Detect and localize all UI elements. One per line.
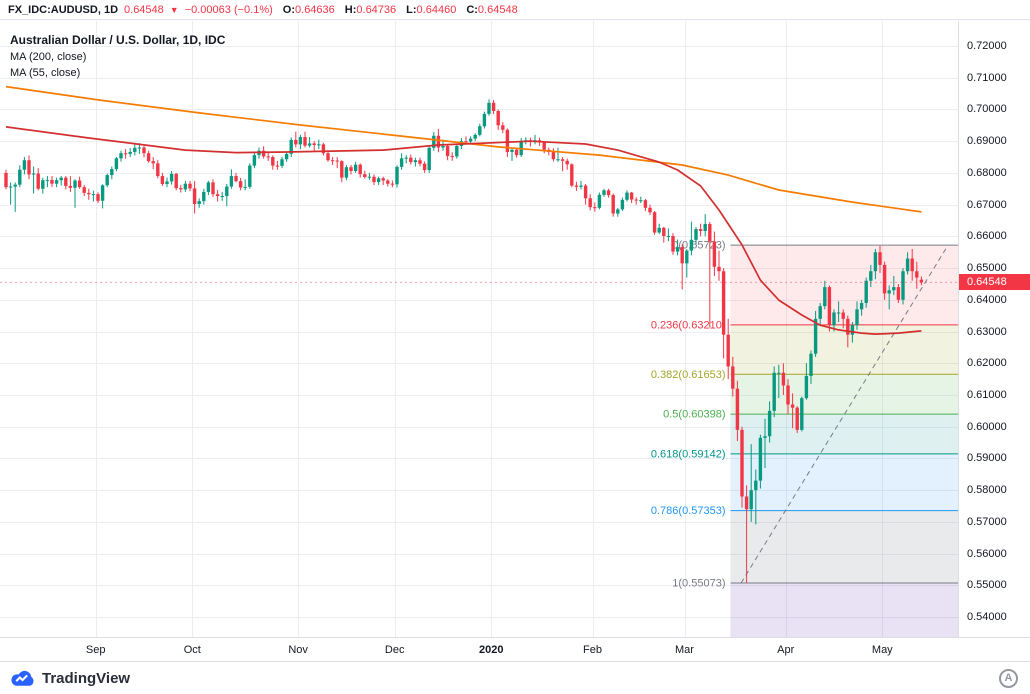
fib-level-label: 0.5(0.60398) [663, 409, 725, 421]
fib-level-label: 0.618(0.59142) [651, 448, 726, 460]
time-tick-label: Apr [777, 644, 795, 656]
fib-retracement-drawing[interactable]: 0(0.65723) 0.236(0.63210) 0.382(0.61653) 0.… [651, 240, 958, 637]
chart-header: FX_IDC:AUDUSD, 1D 0.64548 ▼ −0.00063 (−0… [0, 0, 1030, 20]
fib-level-label: 1(0.55073) [672, 578, 725, 590]
open-value: 0.64636 [295, 3, 335, 16]
fib-level-label: 0.786(0.57353) [651, 505, 726, 517]
price-tick-label: 0.66000 [967, 230, 1007, 243]
last-price: 0.64548 [124, 3, 164, 16]
tradingview-logo-text: TradingView [42, 669, 131, 687]
low-value: 0.64460 [416, 3, 457, 16]
price-tick-label: 0.68000 [967, 166, 1007, 179]
price-axis[interactable]: 0.72000 0.71000 0.70000 0.69000 0.68000 0.670… [958, 21, 1030, 637]
low-label: L: [406, 3, 417, 16]
close-value: 0.64548 [477, 3, 518, 16]
time-tick-label: 2020 [479, 644, 504, 656]
chart-plot-area[interactable]: 0(0.65723) 0.236(0.63210) 0.382(0.61653) 0.… [0, 21, 958, 637]
price-tick-label: 0.59000 [967, 452, 1007, 465]
time-tick-label: Oct [183, 644, 201, 656]
bottom-bar: TradingView A [0, 661, 1030, 694]
legend-ma55[interactable]: MA (55, close) [10, 67, 81, 79]
price-change: −0.00063 (−0.1%) [184, 3, 273, 16]
price-tick-label: 0.72000 [967, 39, 1007, 52]
price-tick-label: 0.62000 [967, 357, 1007, 370]
close-label: C: [466, 3, 478, 16]
ma-55-line[interactable] [5, 126, 922, 335]
time-tick-label: Sep [85, 644, 106, 656]
symbol-title[interactable]: FX_IDC:AUDUSD, 1D [8, 3, 119, 16]
ohlc-high: H:0.64736 [341, 4, 396, 16]
time-tick-label: Feb [583, 644, 602, 656]
fib-trend-line[interactable] [740, 244, 949, 584]
high-value: 0.64736 [356, 3, 397, 16]
fib-level-label: 0.382(0.61653) [651, 369, 726, 381]
time-tick-label: Mar [675, 644, 694, 656]
last-price-tag: 0.64548 [959, 274, 1030, 291]
ohlc-low: L:0.64460 [402, 4, 456, 16]
legend-symbol[interactable]: Australian Dollar / U.S. Dollar, 1D, IDC [10, 33, 226, 47]
price-tick-label: 0.70000 [967, 103, 1007, 116]
price-tick-label: 0.54000 [967, 611, 1007, 624]
ma-200-line[interactable] [5, 85, 922, 213]
price-tick-label: 0.61000 [967, 388, 1007, 401]
time-tick-label: Dec [384, 644, 405, 656]
candlestick-chart[interactable]: 0(0.65723) 0.236(0.63210) 0.382(0.61653) 0.… [0, 21, 958, 637]
price-tick-label: 0.56000 [967, 547, 1007, 560]
time-tick-label: May [871, 644, 893, 656]
ohlc-close: C:0.64548 [462, 4, 517, 16]
fib-level-label: 0(0.65723) [672, 240, 725, 252]
time-tick-label: Nov [288, 644, 308, 656]
price-tick-label: 0.69000 [967, 135, 1007, 148]
tradingview-cloud-icon [11, 670, 34, 686]
high-label: H: [344, 3, 357, 16]
legend-ma200[interactable]: MA (200, close) [10, 51, 87, 63]
price-tick-label: 0.64000 [967, 293, 1007, 306]
price-tick-label: 0.60000 [967, 420, 1007, 433]
price-tick-label: 0.65000 [967, 262, 1007, 275]
chart-legend: Australian Dollar / U.S. Dollar, 1D, IDC… [10, 33, 225, 83]
price-tick-label: 0.58000 [967, 484, 1007, 497]
price-tick-label: 0.63000 [967, 325, 1007, 338]
time-axis[interactable]: Sep Oct Nov Dec 2020 Feb Mar Apr May [0, 637, 1030, 662]
down-arrow-icon: ▼ [169, 4, 179, 15]
grid-lines [0, 21, 958, 637]
corner-a-button[interactable]: A [999, 668, 1018, 688]
price-tick-label: 0.55000 [967, 579, 1007, 592]
fib-level-label: 0.236(0.63210) [651, 319, 726, 331]
ohlc-open: O:0.64636 [279, 4, 335, 16]
tradingview-logo[interactable]: TradingView [10, 670, 130, 687]
open-label: O: [282, 3, 296, 16]
price-tick-label: 0.57000 [967, 515, 1007, 528]
price-tick-label: 0.67000 [967, 198, 1007, 211]
price-tick-label: 0.71000 [967, 71, 1007, 84]
